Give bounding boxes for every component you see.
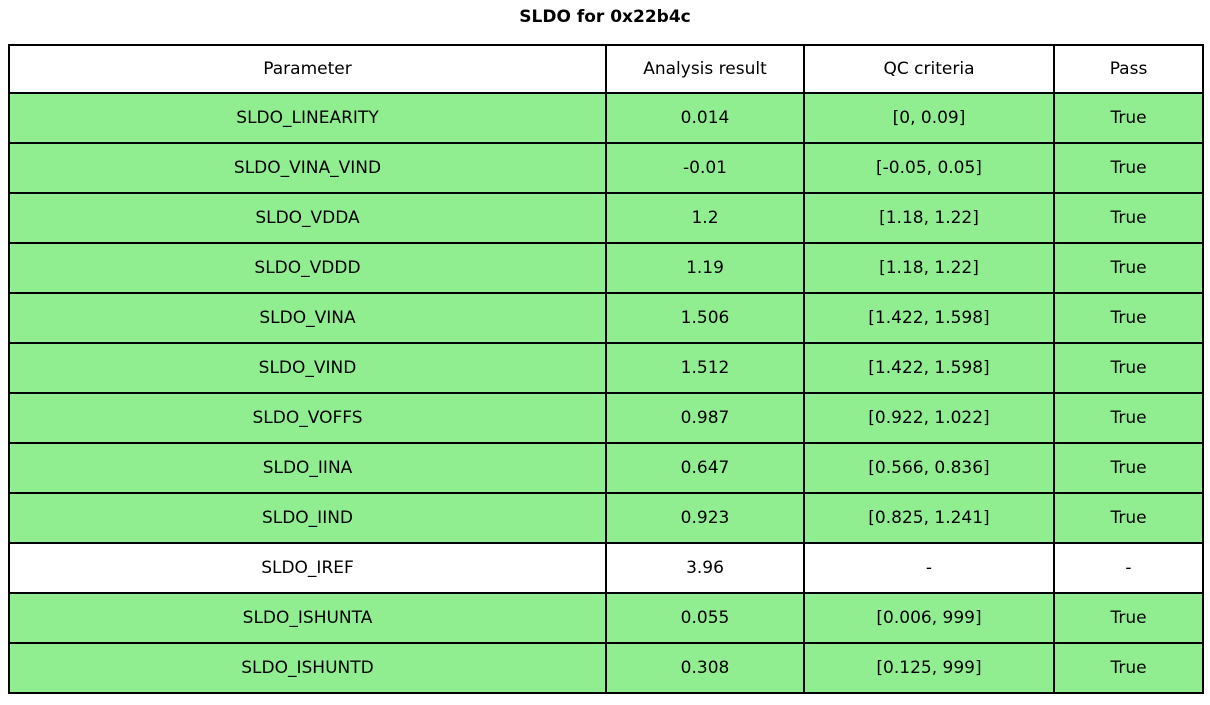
table-row: SLDO_VDDA 1.2 [1.18, 1.22] True bbox=[8, 192, 1204, 244]
pass-cell: True bbox=[1053, 342, 1204, 394]
col-header-analysis-result: Analysis result bbox=[605, 44, 805, 94]
table-row: SLDO_IINA 0.647 [0.566, 0.836] True bbox=[8, 442, 1204, 494]
col-header-parameter: Parameter bbox=[8, 44, 607, 94]
col-header-pass: Pass bbox=[1053, 44, 1204, 94]
qc-criteria-cell: [1.422, 1.598] bbox=[803, 292, 1055, 344]
analysis-result-cell: 0.923 bbox=[605, 492, 805, 544]
qc-criteria-cell: [1.18, 1.22] bbox=[803, 242, 1055, 294]
qc-criteria-cell: [0.006, 999] bbox=[803, 592, 1055, 644]
qc-criteria-cell: [1.422, 1.598] bbox=[803, 342, 1055, 394]
qc-criteria-cell: [0.566, 0.836] bbox=[803, 442, 1055, 494]
pass-cell: True bbox=[1053, 492, 1204, 544]
qc-criteria-cell: [0.825, 1.241] bbox=[803, 492, 1055, 544]
col-header-qc-criteria: QC criteria bbox=[803, 44, 1055, 94]
table-row: SLDO_ISHUNTD 0.308 [0.125, 999] True bbox=[8, 642, 1204, 694]
analysis-result-cell: 0.055 bbox=[605, 592, 805, 644]
pass-cell: True bbox=[1053, 442, 1204, 494]
parameter-cell: SLDO_IIND bbox=[8, 492, 607, 544]
table-row: SLDO_VDDD 1.19 [1.18, 1.22] True bbox=[8, 242, 1204, 294]
qc-results-table: Parameter Analysis result QC criteria Pa… bbox=[8, 44, 1204, 694]
parameter-cell: SLDO_VOFFS bbox=[8, 392, 607, 444]
qc-criteria-cell: - bbox=[803, 542, 1055, 594]
parameter-cell: SLDO_VINA_VIND bbox=[8, 142, 607, 194]
pass-cell: - bbox=[1053, 542, 1204, 594]
qc-criteria-cell: [-0.05, 0.05] bbox=[803, 142, 1055, 194]
table-row: SLDO_VINA_VIND -0.01 [-0.05, 0.05] True bbox=[8, 142, 1204, 194]
parameter-cell: SLDO_ISHUNTD bbox=[8, 642, 607, 694]
parameter-cell: SLDO_VINA bbox=[8, 292, 607, 344]
analysis-result-cell: 0.308 bbox=[605, 642, 805, 694]
figure-title: SLDO for 0x22b4c bbox=[519, 7, 691, 27]
analysis-result-cell: 1.506 bbox=[605, 292, 805, 344]
qc-criteria-cell: [0.125, 999] bbox=[803, 642, 1055, 694]
parameter-cell: SLDO_VDDA bbox=[8, 192, 607, 244]
table-row: SLDO_IREF 3.96- - bbox=[8, 542, 1204, 594]
analysis-result-cell: 1.512 bbox=[605, 342, 805, 394]
qc-criteria-cell: [1.18, 1.22] bbox=[803, 192, 1055, 244]
header-row: Parameter Analysis result QC criteria Pa… bbox=[8, 44, 1204, 94]
table-row: SLDO_IIND 0.923 [0.825, 1.241] True bbox=[8, 492, 1204, 544]
table-body: SLDO_LINEARITY 0.014 [0, 0.09] True SLDO_VIN… bbox=[8, 92, 1204, 694]
pass-cell: True bbox=[1053, 592, 1204, 644]
pass-cell: True bbox=[1053, 292, 1204, 344]
table-row: SLDO_VOFFS 0.987 [0.922, 1.022] True bbox=[8, 392, 1204, 444]
analysis-result-cell: 3.96 bbox=[605, 542, 805, 594]
qc-criteria-cell: [0.922, 1.022] bbox=[803, 392, 1055, 444]
parameter-cell: SLDO_ISHUNTA bbox=[8, 592, 607, 644]
pass-cell: True bbox=[1053, 242, 1204, 294]
parameter-cell: SLDO_IREF bbox=[8, 542, 607, 594]
analysis-result-cell: -0.01 bbox=[605, 142, 805, 194]
analysis-result-cell: 0.014 bbox=[605, 92, 805, 144]
table-row: SLDO_ISHUNTA 0.055 [0.006, 999] True bbox=[8, 592, 1204, 644]
analysis-result-cell: 1.2 bbox=[605, 192, 805, 244]
pass-cell: True bbox=[1053, 392, 1204, 444]
analysis-result-cell: 1.19 bbox=[605, 242, 805, 294]
parameter-cell: SLDO_IINA bbox=[8, 442, 607, 494]
parameter-cell: SLDO_LINEARITY bbox=[8, 92, 607, 144]
analysis-result-cell: 0.987 bbox=[605, 392, 805, 444]
qc-criteria-cell: [0, 0.09] bbox=[803, 92, 1055, 144]
pass-cell: True bbox=[1053, 192, 1204, 244]
parameter-cell: SLDO_VIND bbox=[8, 342, 607, 394]
pass-cell: True bbox=[1053, 642, 1204, 694]
table-row: SLDO_VINA 1.506 [1.422, 1.598] True bbox=[8, 292, 1204, 344]
table-row: SLDO_LINEARITY 0.014 [0, 0.09] True bbox=[8, 92, 1204, 144]
pass-cell: True bbox=[1053, 142, 1204, 194]
analysis-result-cell: 0.647 bbox=[605, 442, 805, 494]
table-row: SLDO_VIND 1.512 [1.422, 1.598] True bbox=[8, 342, 1204, 394]
parameter-cell: SLDO_VDDD bbox=[8, 242, 607, 294]
pass-cell: True bbox=[1053, 92, 1204, 144]
